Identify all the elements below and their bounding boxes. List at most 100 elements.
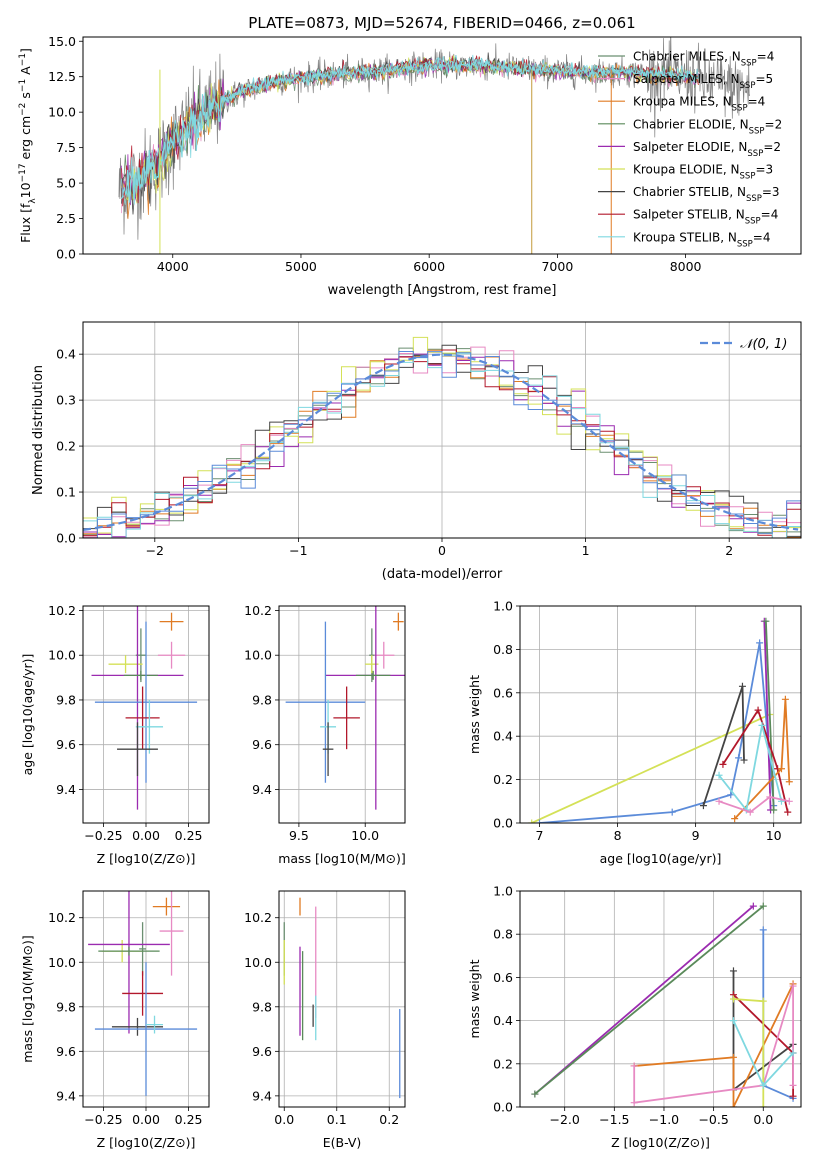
- y-tick-label: 9.6: [252, 737, 272, 752]
- mass-weight-marker: [758, 721, 766, 729]
- mass-weight-marker: [789, 982, 797, 990]
- mass-weight-line: [718, 796, 790, 814]
- y-tick-label: 5.0: [56, 176, 76, 191]
- mass_vs_Z-frame: [82, 890, 210, 1108]
- mass-weight-line: [531, 713, 771, 823]
- y-tick-label: 0.2: [493, 1056, 513, 1071]
- mass-weight-marker: [789, 1081, 797, 1089]
- mass-weight-line: [539, 642, 775, 823]
- age_vs_Z-points: [91, 606, 198, 810]
- y-tick-label: 2.5: [56, 211, 76, 226]
- model-spectrum-line: [121, 57, 699, 203]
- x-tick-label: 4000: [157, 259, 189, 274]
- mass-weight-marker: [746, 808, 754, 816]
- mass-weight-marker: [729, 967, 737, 975]
- mass-weight-marker: [785, 778, 793, 786]
- mass-weight-marker: [735, 754, 743, 762]
- mass-weight-marker: [729, 1017, 737, 1025]
- y-tick-label: 0.8: [493, 927, 513, 942]
- y-tick-label: 0.4: [493, 1013, 513, 1028]
- x-tick-label: −0.25: [84, 1112, 122, 1127]
- spectrum-ylabel: Flux [fλ10−17 erg cm−2 s−1 A−1]: [18, 48, 38, 243]
- y-tick-label: 0.1: [56, 485, 76, 500]
- normal-legend-label: 𝒩(0, 1): [740, 337, 787, 352]
- x-tick-label: −2.0: [550, 1112, 580, 1127]
- x-tick-label: 0.0: [753, 1112, 773, 1127]
- mass-weight-line: [702, 686, 745, 806]
- mass_vs_Z-xlabel: Z [log10(Z/Z⊙)]: [97, 1135, 196, 1150]
- mass-weight-marker: [770, 806, 778, 814]
- mass-weight-marker: [759, 926, 767, 934]
- legend-label: Kroupa MILES, NSSP=4: [633, 95, 765, 114]
- mass-weight-line: [534, 905, 754, 1095]
- x-tick-label: 9.5: [289, 828, 309, 843]
- residuals-xlabel: (data-model)/error: [382, 567, 503, 582]
- mass-weight-marker: [759, 902, 767, 910]
- age_vs_Z-xlabel: Z [log10(Z/Z⊙)]: [97, 851, 196, 866]
- y-tick-label: 10.0: [48, 955, 76, 970]
- y-tick-label: 0.3: [56, 393, 76, 408]
- model-spectrum-line: [121, 54, 699, 205]
- y-tick-label: 9.8: [252, 692, 272, 707]
- x-tick-label: −0.5: [698, 1112, 728, 1127]
- y-tick-label: 10.2: [48, 603, 76, 618]
- x-tick-label: 0.0: [274, 1112, 294, 1127]
- y-tick-label: 10.0: [244, 955, 272, 970]
- y-tick-label: 0.2: [493, 772, 513, 787]
- residuals-frame: [82, 321, 802, 539]
- mass-weight-line: [763, 621, 772, 811]
- mass-weight-marker: [777, 765, 785, 773]
- y-tick-label: 9.4: [56, 782, 76, 797]
- spectrum-axes: 4000 5000 6000 7000 8000 0.0 2.5 5.0 7.5 10.0 12.5…: [48, 34, 701, 274]
- mass-weight-marker: [729, 1053, 737, 1061]
- mass-weight-marker: [719, 760, 727, 768]
- mass-weight-marker: [781, 695, 789, 703]
- x-tick-label: −2: [146, 543, 164, 558]
- y-tick-label: 0.6: [493, 685, 513, 700]
- spectrum-legend: Chabrier MILES, NSSP=4 Salpeter MILES, NS…: [598, 50, 782, 249]
- x-tick-label: 0.25: [175, 828, 203, 843]
- age_vs_Z-frame: [82, 605, 210, 824]
- age_vs_mass-frame: [278, 605, 406, 824]
- y-tick-label: 9.8: [252, 999, 272, 1014]
- model-spectrum-line: [121, 55, 699, 207]
- mass-weight-marker: [536, 819, 544, 823]
- legend-label: Chabrier STELIB, NSSP=3: [633, 185, 780, 204]
- y-tick-label: 10.0: [48, 648, 76, 663]
- legend-label: Kroupa STELIB, NSSP=4: [633, 230, 771, 249]
- mass-weight-marker: [729, 995, 737, 1003]
- mass-weight-marker: [531, 1090, 539, 1098]
- mass-weight-marker: [749, 902, 757, 910]
- y-tick-label: 9.4: [252, 1088, 272, 1103]
- legend-label: Salpeter MILES, NSSP=5: [633, 72, 773, 91]
- legend-label: Salpeter ELODIE, NSSP=2: [633, 140, 781, 159]
- y-tick-label: 0.4: [56, 347, 76, 362]
- x-tick-label: 5000: [285, 259, 317, 274]
- y-tick-label: 0.0: [493, 816, 513, 831]
- y-tick-label: 9.4: [252, 782, 272, 797]
- mass_vs_Z-ylabel: mass [log10(M/M⊙)]: [20, 935, 35, 1063]
- mass-weight-marker: [668, 808, 676, 816]
- age_vs_Z-axes: −0.25 0.00 0.25 9.4 9.6 9.8 10.0 10.2: [48, 603, 209, 843]
- massweight_vs_age-lines: [528, 617, 793, 823]
- spectrum-lines: [118, 37, 751, 254]
- histogram-line: [83, 351, 801, 538]
- massweight_vs_age-xlabel: age [log10(age/yr)]: [600, 851, 722, 866]
- x-tick-label: 6000: [413, 259, 445, 274]
- mass-weight-marker: [740, 756, 748, 764]
- spectrum-xlabel: wavelength [Angstrom, rest frame]: [328, 283, 557, 298]
- y-tick-label: 9.6: [56, 737, 76, 752]
- mass_vs_ebv-points: [283, 897, 401, 1099]
- age_vs_mass-axes: 9.5 10.0 9.4 9.6 9.8 10.0 10.2: [244, 603, 405, 843]
- mass-weight-line: [534, 905, 764, 1095]
- mass-weight-line: [718, 725, 783, 813]
- mass-weight-marker: [766, 793, 774, 801]
- age_vs_mass-xlabel: mass [log10(M/M⊙)]: [278, 851, 406, 866]
- y-tick-label: 10.2: [244, 603, 272, 618]
- mass-weight-marker: [715, 797, 723, 805]
- mass_vs_ebv-xlabel: E(B-V): [323, 1135, 362, 1150]
- y-tick-label: 0.0: [56, 531, 76, 546]
- massweight_vs_Z-xlabel: Z [log10(Z/Z⊙)]: [611, 1135, 710, 1150]
- y-tick-label: 10.2: [48, 910, 76, 925]
